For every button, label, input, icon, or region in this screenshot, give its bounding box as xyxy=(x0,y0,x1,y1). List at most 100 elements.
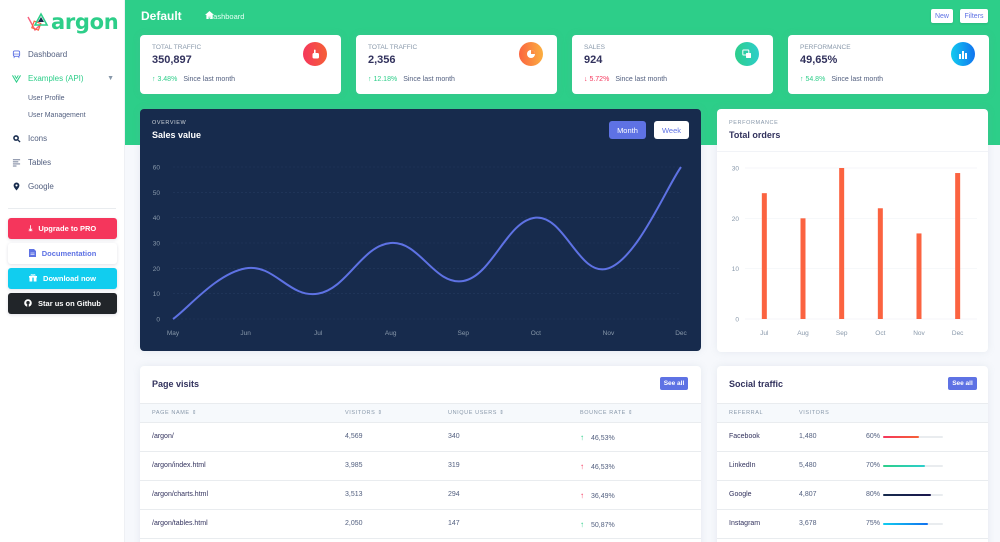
svg-text:Sep: Sep xyxy=(457,330,469,337)
gift-icon xyxy=(29,273,38,284)
new-button[interactable]: New xyxy=(931,9,953,23)
pin-icon xyxy=(11,181,21,191)
table-row[interactable]: Facebook 1,480 60% xyxy=(717,423,988,452)
table-row[interactable]: /argon/charts.html 3,513 294 ↑ 36,49% xyxy=(140,481,701,510)
stat-footer: ↑ 54.8% Since last month xyxy=(800,76,883,83)
cell-visitors: 3,513 xyxy=(345,491,363,498)
arrow-up-icon: ↑ xyxy=(580,491,584,500)
table-row[interactable]: Instagram 3,678 75% xyxy=(717,510,988,539)
stat-change: ↑ 54.8% xyxy=(800,76,826,83)
table-row[interactable]: LinkedIn 5,480 70% xyxy=(717,452,988,481)
button-label: Star us on Github xyxy=(38,299,101,308)
tv-icon xyxy=(11,49,21,59)
column-header-page-name[interactable]: PAGE NAME ⇕ xyxy=(152,410,198,416)
table-header: PAGE NAME ⇕ VISITORS ⇕ UNIQUE USERS ⇕ BO… xyxy=(140,403,701,423)
table-row[interactable]: Google 4,807 80% xyxy=(717,481,988,510)
column-header-visitors[interactable]: VISITORS ⇕ xyxy=(345,410,383,416)
cell-referral: Instagram xyxy=(729,520,761,527)
column-header-visitors[interactable]: VISITORS xyxy=(799,410,830,416)
column-header-unique-users[interactable]: UNIQUE USERS ⇕ xyxy=(448,410,505,416)
filters-button[interactable]: Filters xyxy=(960,9,988,23)
see-all-button[interactable]: See all xyxy=(948,377,977,390)
stat-footer: ↑ 12.18% Since last month xyxy=(368,76,455,83)
upgrade-to-pro-button[interactable]: ⤓ Upgrade to PRO xyxy=(8,218,117,239)
list-icon xyxy=(11,157,21,167)
arrow-up-icon: ↑ xyxy=(580,520,584,529)
sidebar-item-icons[interactable]: Icons xyxy=(0,126,124,150)
arrow-up-icon: ↑ xyxy=(580,462,584,471)
column-header-referral[interactable]: REFERRAL xyxy=(729,410,764,416)
see-all-button[interactable]: See all xyxy=(660,377,688,390)
svg-text:50: 50 xyxy=(153,190,161,197)
arrow-up-icon: ↑ xyxy=(580,433,584,442)
week-toggle[interactable]: Week xyxy=(654,121,689,139)
cell-visitors: 4,569 xyxy=(345,433,363,440)
table-row[interactable]: /argon/ 4,569 340 ↑ 46,53% xyxy=(140,423,701,452)
svg-text:Dec: Dec xyxy=(952,330,964,337)
sidebar-nav: Dashboard Examples (API) ▼ User Profile … xyxy=(0,42,124,198)
documentation-button[interactable]: Documentation xyxy=(8,243,117,264)
stat-label: TOTAL TRAFFIC xyxy=(368,44,418,51)
cell-unique-users: 340 xyxy=(448,433,460,440)
stat-card-total-traffic: TOTAL TRAFFIC 350,897 ↑ 3.48% Since last … xyxy=(140,35,341,94)
sidebar-item-examples[interactable]: Examples (API) ▼ xyxy=(0,66,124,90)
table-header: REFERRAL VISITORS xyxy=(717,403,988,423)
cell-percent: 60% xyxy=(866,433,881,440)
progress-bar xyxy=(883,523,943,525)
sidebar-item-tables[interactable]: Tables xyxy=(0,150,124,174)
sidebar-item-label: Icons xyxy=(28,133,48,143)
svg-text:40: 40 xyxy=(153,215,161,222)
svg-text:10: 10 xyxy=(153,291,161,298)
sidebar-item-label: Examples (API) xyxy=(28,73,84,83)
svg-text:Dec: Dec xyxy=(675,330,687,337)
stat-change: ↑ 12.18% xyxy=(368,76,398,83)
star-on-github-button[interactable]: Star us on Github xyxy=(8,293,117,314)
svg-text:30: 30 xyxy=(732,166,740,173)
cell-referral: LinkedIn xyxy=(729,462,756,469)
download-now-button[interactable]: Download now xyxy=(8,268,117,289)
logo[interactable]: argon xyxy=(0,0,124,38)
cell-unique-users: 319 xyxy=(448,462,460,469)
pie-chart-icon xyxy=(519,42,543,66)
page-visits-card: Page visits See all PAGE NAME ⇕ VISITORS… xyxy=(140,366,701,542)
home-icon[interactable] xyxy=(205,11,214,21)
cell-referral: Facebook xyxy=(729,433,760,440)
month-toggle[interactable]: Month xyxy=(609,121,646,139)
cell-page-name: /argon/tables.html xyxy=(152,520,208,527)
stat-card-sales: SALES 924 ↓ 5.72% Since last month xyxy=(572,35,773,94)
sidebar-item-dashboard[interactable]: Dashboard xyxy=(0,42,124,66)
table-row[interactable]: /argon/index.html 3,985 319 ↑ 46,53% xyxy=(140,452,701,481)
stat-card-total-traffic-2: TOTAL TRAFFIC 2,356 ↑ 12.18% Since last m… xyxy=(356,35,557,94)
svg-text:Sep: Sep xyxy=(836,330,848,337)
orders-bar-chart: 0 10 20 30 Jul Aug Sep Oct Nov Dec xyxy=(732,166,977,337)
svg-text:20: 20 xyxy=(732,216,740,223)
sidebar: argon Dashboard Examples (API) ▼ User Pr… xyxy=(0,0,125,542)
stat-card-performance: PERFORMANCE 49,65% ↑ 54.8% Since last mon… xyxy=(788,35,989,94)
sidebar-subitem-user-profile[interactable]: User Profile xyxy=(28,95,65,102)
svg-text:Jun: Jun xyxy=(240,330,251,337)
stat-since: Since last month xyxy=(831,76,884,83)
progress-bar xyxy=(883,436,943,438)
sidebar-divider xyxy=(8,208,116,209)
table-row[interactable]: /argon/tables.html 2,050 147 ↑ 50,87% xyxy=(140,510,701,539)
chevron-down-icon[interactable]: ▼ xyxy=(107,74,114,82)
svg-text:May: May xyxy=(167,330,180,337)
card-title: Social traffic xyxy=(729,379,784,389)
card-title: Page visits xyxy=(152,379,200,389)
sidebar-subitem-user-management[interactable]: User Management xyxy=(28,112,86,119)
card-divider xyxy=(717,151,988,152)
stat-since: Since last month xyxy=(403,76,455,83)
stat-value: 924 xyxy=(584,54,603,66)
svg-text:Aug: Aug xyxy=(385,330,397,337)
button-label: Download now xyxy=(43,274,96,283)
cell-visitors: 2,050 xyxy=(345,520,363,527)
column-header-bounce-rate[interactable]: BOUNCE RATE ⇕ xyxy=(580,410,634,416)
stat-label: TOTAL TRAFFIC xyxy=(152,44,202,51)
cell-bounce-rate: ↑ 50,87% xyxy=(580,520,615,529)
cell-visitors: 3,985 xyxy=(345,462,363,469)
breadcrumb[interactable]: dashboard xyxy=(209,12,245,21)
sidebar-item-google[interactable]: Google xyxy=(0,174,124,198)
stat-label: SALES xyxy=(584,44,605,51)
github-icon xyxy=(24,298,32,309)
stat-label: PERFORMANCE xyxy=(800,44,851,51)
